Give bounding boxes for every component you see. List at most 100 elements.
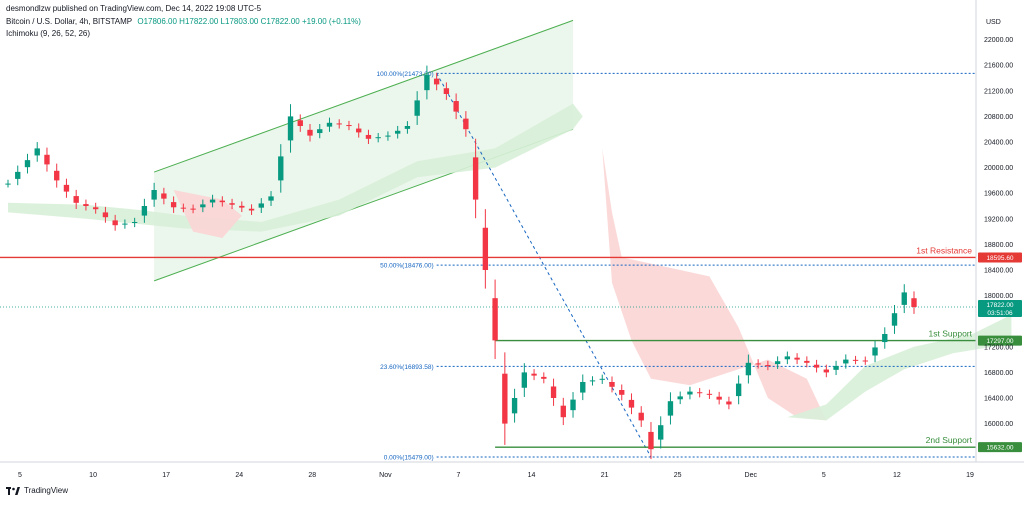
ohlc-values: O17806.00 H17822.00 L17803.00 C17822.00 … bbox=[137, 17, 361, 26]
x-tick-label: 12 bbox=[893, 472, 901, 479]
candle-body bbox=[375, 137, 381, 139]
level-value-badge bbox=[978, 442, 1022, 453]
candle-body bbox=[394, 130, 401, 134]
x-tick-label: 14 bbox=[528, 472, 536, 479]
x-tick-label: 24 bbox=[235, 472, 243, 479]
candle-body bbox=[414, 100, 420, 116]
symbol-title[interactable]: Bitcoin / U.S. Dollar, 4h, BITSTAMP bbox=[6, 17, 133, 26]
candle-body bbox=[735, 383, 742, 397]
candle-body bbox=[131, 222, 138, 223]
candle-body bbox=[774, 361, 781, 365]
y-tick-label: 16400.00 bbox=[984, 396, 1013, 403]
ichimoku-cloud-bullish bbox=[8, 103, 583, 232]
candle-body bbox=[307, 129, 313, 136]
candle-body bbox=[190, 208, 196, 210]
symbol-line: Bitcoin / U.S. Dollar, 4h, BITSTAMP O178… bbox=[6, 17, 364, 26]
y-tick-label: 20800.00 bbox=[984, 114, 1013, 121]
candle-body bbox=[170, 202, 177, 208]
level-value-badge bbox=[978, 252, 1022, 263]
candle-body bbox=[696, 392, 703, 394]
candle-body bbox=[24, 160, 31, 168]
x-tick-label: 5 bbox=[18, 472, 22, 479]
fib-level-label: 0.00%(15479.00) bbox=[384, 454, 434, 461]
candle-body bbox=[472, 157, 479, 200]
fib-trend-line[interactable] bbox=[436, 73, 652, 458]
candle-body bbox=[63, 184, 70, 192]
candle-body bbox=[404, 126, 411, 129]
x-tick-label: 10 bbox=[89, 472, 97, 479]
indicator-label[interactable]: Ichimoku (9, 26, 52, 26) bbox=[6, 29, 91, 38]
channel-upper-line[interactable] bbox=[153, 19, 574, 173]
level-label: 1st Resistance bbox=[916, 245, 972, 255]
fib-level-label: 50.00%(18476.00) bbox=[380, 263, 434, 270]
y-tick-label: 18800.00 bbox=[984, 242, 1013, 249]
x-tick-label: Dec bbox=[745, 472, 758, 479]
candle-body bbox=[648, 431, 654, 450]
candle-body bbox=[589, 380, 596, 382]
candle-body bbox=[209, 199, 216, 203]
candle-body bbox=[122, 223, 128, 225]
candle-body bbox=[482, 227, 489, 270]
level-value-label: 15632.00 bbox=[986, 445, 1013, 452]
candle-body bbox=[901, 292, 907, 305]
candle-body bbox=[891, 313, 898, 326]
candle-body bbox=[356, 128, 362, 133]
countdown-label: 03:51:06 bbox=[987, 310, 1013, 317]
candle-body bbox=[716, 396, 722, 400]
y-tick-label: 20400.00 bbox=[984, 140, 1013, 147]
candle-body bbox=[550, 386, 557, 398]
candle-body bbox=[882, 334, 888, 343]
candle-body bbox=[492, 298, 498, 341]
candle-body bbox=[784, 356, 791, 360]
channel-fill bbox=[154, 20, 574, 281]
fib-level-label: 23.60%(16893.58) bbox=[380, 364, 434, 371]
candle-body bbox=[200, 204, 206, 208]
candle-body bbox=[248, 208, 255, 211]
brand-name: TradingView bbox=[24, 486, 69, 495]
candle-body bbox=[531, 373, 537, 376]
candle-body bbox=[433, 78, 440, 85]
y-tick-label: 19200.00 bbox=[984, 216, 1013, 223]
x-tick-label: 21 bbox=[601, 472, 609, 479]
candle-body bbox=[609, 382, 615, 387]
candle-body bbox=[112, 220, 118, 226]
ichimoku-cloud-bullish bbox=[787, 314, 1012, 421]
candle-body bbox=[83, 204, 89, 206]
candle-body bbox=[102, 212, 109, 218]
candle-body bbox=[911, 298, 917, 307]
candle-body bbox=[268, 196, 274, 201]
candle-body bbox=[92, 207, 99, 210]
y-tick-label: 20000.00 bbox=[984, 165, 1013, 172]
level-value-label: 18595.60 bbox=[986, 255, 1013, 262]
candle-body bbox=[453, 101, 459, 112]
candle-body bbox=[619, 390, 625, 395]
candle-body bbox=[44, 154, 50, 165]
y-tick-label: 16000.00 bbox=[984, 421, 1013, 428]
candle-body bbox=[258, 203, 264, 208]
y-tick-label: 19600.00 bbox=[984, 191, 1013, 198]
candle-body bbox=[180, 207, 187, 209]
fib-level-label: 100.00%(21473.00) bbox=[377, 71, 434, 78]
candle-body bbox=[823, 369, 830, 373]
ichimoku-cloud-bearish bbox=[602, 148, 827, 421]
x-tick-label: 17 bbox=[162, 472, 170, 479]
candle-body bbox=[34, 148, 40, 156]
tradingview-brand[interactable]: TradingView bbox=[6, 486, 68, 495]
candle-body bbox=[385, 135, 391, 137]
candle-body bbox=[599, 378, 605, 380]
candle-body bbox=[346, 125, 352, 127]
candle-body bbox=[161, 193, 167, 199]
candle-body bbox=[521, 372, 528, 388]
candle-body bbox=[755, 363, 761, 365]
x-tick-label: 5 bbox=[822, 472, 826, 479]
level-label: 2nd Support bbox=[926, 435, 973, 445]
tradingview-logo-icon bbox=[6, 486, 20, 495]
candle-body bbox=[628, 399, 635, 408]
candle-body bbox=[813, 364, 820, 368]
candle-body bbox=[326, 122, 333, 127]
candle-body bbox=[658, 425, 664, 440]
candle-body bbox=[580, 382, 586, 393]
candle-body bbox=[502, 373, 508, 424]
candle-body bbox=[862, 360, 868, 362]
